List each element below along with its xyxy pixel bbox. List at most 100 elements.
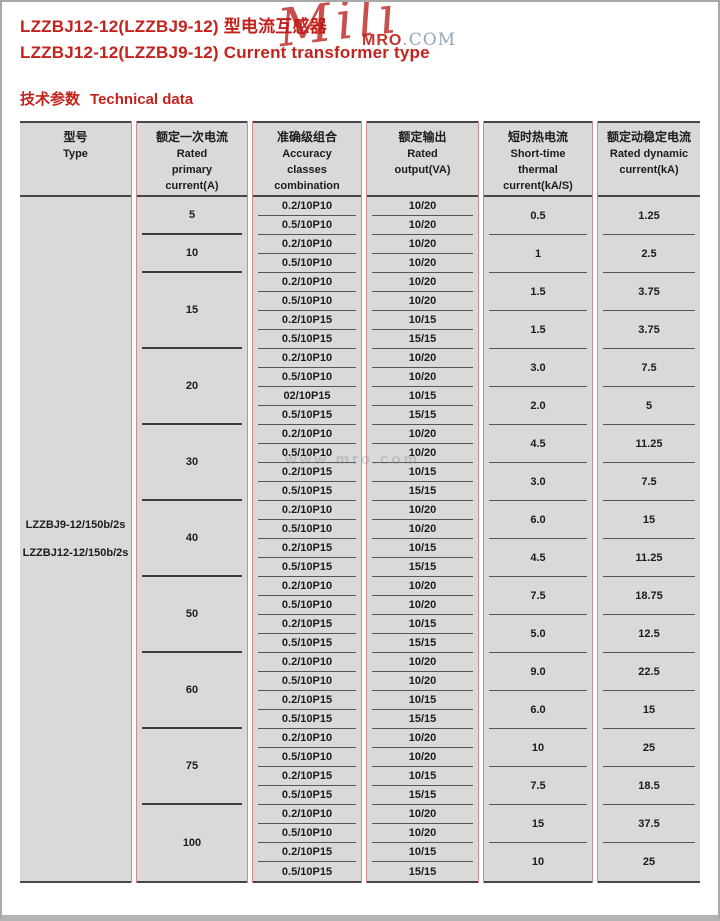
rated-output-cell: 10/20 — [372, 577, 473, 596]
accuracy-class-cell: 0.2/10P10 — [258, 235, 356, 254]
accuracy-class-cell: 0.2/10P15 — [258, 311, 356, 330]
dynamic-current-cell: 15 — [603, 501, 695, 539]
thermal-current-cell: 1 — [489, 235, 587, 273]
section-heading-en: Technical data — [90, 91, 194, 108]
header-thermal-en3: current(kA/S) — [503, 180, 573, 192]
rated-output-cell: 10/15 — [372, 539, 473, 558]
section-heading-zh: 技术参数 — [20, 91, 81, 108]
col-thermal-body: 0.5 1 1.5 1.5 3.0 2.0 4.5 3.0 6.0 4.5 7.5 5.0 9.0 6.0… — [484, 197, 592, 881]
dynamic-current-cell: 15 — [603, 691, 695, 729]
thermal-current-cell: 1.5 — [489, 273, 587, 311]
thermal-current-cell: 2.0 — [489, 387, 587, 425]
rated-output-cell: 10/20 — [372, 672, 473, 691]
primary-current-cell: 60 — [142, 653, 242, 729]
dynamic-current-cell: 18.75 — [603, 577, 695, 615]
accuracy-class-cell: 0.5/10P10 — [258, 444, 356, 463]
rated-output-cell: 10/20 — [372, 748, 473, 767]
thermal-current-cell: 3.0 — [489, 463, 587, 501]
header-output-en2: output(VA) — [394, 164, 451, 176]
primary-current-cell: 5 — [142, 197, 242, 235]
header-primary-current: 额定一次电流 Rated primary current(A) — [137, 121, 247, 197]
col-accuracy: 准确级组合 Accuracy classes combination 0.2/1… — [253, 121, 361, 883]
page-title-zh: LZZBJ12-12(LZZBJ9-12) 型电流互感器 — [20, 17, 327, 36]
accuracy-class-cell: 0.5/10P15 — [258, 634, 356, 653]
accuracy-class-cell: 0.2/10P10 — [258, 501, 356, 520]
accuracy-class-cell: 0.5/10P10 — [258, 824, 356, 843]
page-titles: LZZBJ12-12(LZZBJ9-12) 型电流互感器 LZZBJ12-12(… — [20, 14, 718, 66]
primary-current-cell: 75 — [142, 729, 242, 805]
accuracy-class-cell: 0.5/10P15 — [258, 558, 356, 577]
col-dynamic-body: 1.25 2.5 3.75 3.75 7.5 5 11.25 7.5 15 11.25 18.75 1… — [598, 197, 700, 881]
rated-output-cell: 10/20 — [372, 596, 473, 615]
rated-output-cell: 10/20 — [372, 729, 473, 748]
section-heading: 技术参数 Technical data — [20, 88, 718, 108]
thermal-current-cell: 9.0 — [489, 653, 587, 691]
rated-output-cell: 10/15 — [372, 615, 473, 634]
thermal-current-cell: 0.5 — [489, 197, 587, 235]
accuracy-class-cell: 0.2/10P10 — [258, 577, 356, 596]
header-output: 额定输出 Rated output(VA) — [367, 121, 478, 197]
header-dynamic-en1: Rated dynamic — [609, 148, 689, 160]
header-output-zh: 额定输出 — [398, 130, 447, 144]
rated-output-cell: 10/20 — [372, 653, 473, 672]
column-divider — [131, 121, 137, 883]
col-accuracy-body: 0.2/10P10 0.5/10P10 0.2/10P10 0.5/10P10 0.2/… — [253, 197, 361, 881]
dynamic-current-cell: 22.5 — [603, 653, 695, 691]
dynamic-current-cell: 11.25 — [603, 539, 695, 577]
thermal-current-cell: 10 — [531, 856, 545, 868]
rated-output-cell: 15/15 — [372, 330, 473, 349]
rated-output-cell: 10/15 — [372, 767, 473, 786]
header-primary-en1: Rated — [176, 148, 208, 160]
thermal-current-cell: 5.0 — [489, 615, 587, 653]
rated-output-cell: 10/15 — [372, 843, 473, 862]
rated-output-cell: 10/20 — [372, 520, 473, 539]
accuracy-class-cell: 02/10P15 — [258, 387, 356, 406]
rated-output-cell: 10/20 — [372, 425, 473, 444]
primary-current-cell: 40 — [142, 501, 242, 577]
accuracy-class-cell: 0.2/10P15 — [258, 767, 356, 786]
header-primary-zh: 额定一次电流 — [155, 130, 228, 144]
dynamic-current-cell: 7.5 — [603, 349, 695, 387]
rated-output-cell: 15/15 — [372, 482, 473, 501]
accuracy-class-cell: 0.2/10P10 — [258, 273, 356, 292]
dynamic-current-cell: 3.75 — [603, 311, 695, 349]
primary-current-cell: 15 — [142, 273, 242, 349]
header-dynamic-zh: 额定动稳定电流 — [606, 130, 691, 144]
accuracy-class-cell: 0.2/10P10 — [258, 653, 356, 672]
type-cell: LZZBJ9-12/150b/2s LZZBJ12-12/150b/2s — [20, 197, 131, 881]
header-accuracy-en1: Accuracy — [282, 148, 332, 160]
col-primary-body: 5 10 15 20 30 40 50 60 75 100 — [137, 197, 247, 881]
thermal-current-cell: 4.5 — [489, 425, 587, 463]
col-dynamic-current: 额定动稳定电流 Rated dynamic current(kA) 1.25 2.… — [598, 121, 700, 883]
col-output-body: 10/20 10/20 10/20 10/20 10/20 10/20 10/15 15/15… — [367, 197, 478, 881]
thermal-current-cell: 3.0 — [489, 349, 587, 387]
accuracy-class-cell: 0.5/10P10 — [258, 748, 356, 767]
accuracy-class-cell: 0.5/10P10 — [258, 216, 356, 235]
page-title-en: LZZBJ12-12(LZZBJ9-12) Current transforme… — [20, 43, 430, 62]
dynamic-current-cell: 11.25 — [603, 425, 695, 463]
column-divider — [478, 121, 484, 883]
thermal-current-cell: 15 — [489, 805, 587, 843]
rated-output-cell: 10/20 — [372, 368, 473, 387]
type-label-2: LZZBJ12-12/150b/2s — [22, 547, 129, 559]
header-accuracy-en3: combination — [274, 180, 340, 192]
thermal-current-cell: 7.5 — [489, 577, 587, 615]
header-type-en: Type — [63, 148, 88, 160]
accuracy-class-cell: 0.5/10P15 — [258, 330, 356, 349]
accuracy-class-cell: 0.2/10P15 — [258, 615, 356, 634]
dynamic-current-cell: 7.5 — [603, 463, 695, 501]
accuracy-class-cell: 0.5/10P15 — [258, 710, 356, 729]
rated-output-cell: 10/20 — [372, 349, 473, 368]
header-primary-en2: primary — [171, 164, 213, 176]
rated-output-cell: 10/20 — [372, 254, 473, 273]
header-thermal-zh: 短时热电流 — [507, 130, 568, 144]
rated-output-cell: 10/15 — [372, 311, 473, 330]
thermal-current-cell: 6.0 — [489, 691, 587, 729]
header-type: 型号 Type — [20, 121, 131, 197]
type-label-1: LZZBJ9-12/150b/2s — [25, 519, 126, 531]
dynamic-current-cell: 5 — [603, 387, 695, 425]
rated-output-cell: 10/20 — [372, 501, 473, 520]
accuracy-class-cell: 0.2/10P15 — [258, 843, 356, 862]
header-output-en1: Rated — [407, 148, 438, 160]
